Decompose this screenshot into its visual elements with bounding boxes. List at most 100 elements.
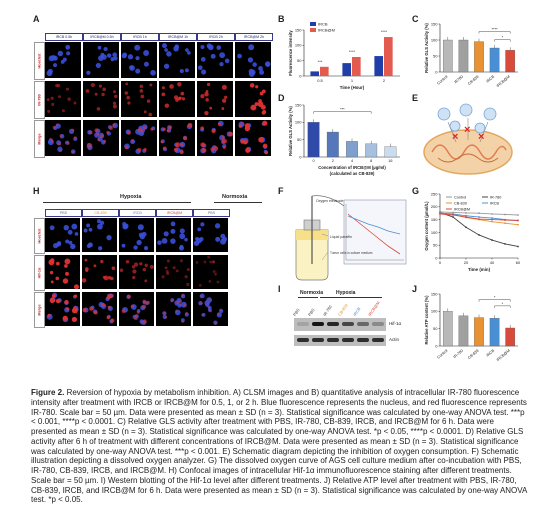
bar [374, 56, 384, 76]
x-tick-label: CB-839 [467, 349, 479, 360]
blot-band [297, 338, 309, 342]
panel-label-b: B [278, 14, 285, 24]
y-tick-label: 100 [295, 120, 302, 125]
data-point [491, 220, 493, 223]
x-tick-label: Control [436, 349, 448, 360]
monitor-screen [343, 199, 407, 265]
x-tick-label: 8 [370, 159, 372, 163]
bar [489, 47, 500, 73]
panel-h-normoxia-bracket [214, 202, 262, 203]
panel-label-f: F [278, 186, 284, 196]
column-header: IRCB@M 0.5h [83, 33, 121, 41]
data-point [517, 219, 519, 222]
microscopy-image [197, 42, 233, 78]
data-point [478, 216, 480, 218]
data-point [465, 226, 467, 229]
panel-h-hypoxia-bracket [43, 202, 191, 203]
blot-band [357, 322, 369, 326]
bar [307, 122, 320, 158]
x-tick-label: 0.5 [317, 78, 323, 83]
microscopy-image [83, 120, 119, 156]
data-point [491, 217, 493, 219]
x-tick-label: 2 [332, 159, 334, 163]
panel-h-hypoxia-title: Hypoxia [120, 194, 142, 200]
y-tick-label: 150 [431, 21, 438, 26]
panel-label-g: G [412, 186, 420, 196]
significance-bracket [478, 31, 511, 34]
data-point [504, 219, 506, 222]
panel-label-d: D [278, 93, 285, 103]
significance-bracket [494, 39, 511, 42]
row-label: Hoechst [34, 218, 45, 254]
panel-label-c: C [412, 14, 419, 24]
y-axis-label: Relative ATP content (%) [424, 295, 429, 345]
y-tick-label: 50 [297, 58, 302, 63]
band-label-hif: Hif-1α [389, 321, 402, 326]
bar [505, 50, 516, 73]
data-point [478, 212, 480, 215]
data-point [465, 214, 467, 217]
microscopy-image [82, 255, 117, 289]
significance-label: * [502, 35, 504, 40]
lane-label: CB-839 [336, 303, 349, 317]
microscopy-image [119, 218, 154, 252]
blot-band [312, 338, 324, 342]
oxygen-molecule-icon [483, 107, 497, 121]
significance-label: *** [318, 59, 323, 64]
row-label: Merge [34, 292, 45, 328]
row-label: Merge [34, 120, 45, 158]
data-point [504, 213, 506, 216]
panel-label-j: J [412, 284, 418, 294]
row-label: Hoechst [34, 42, 45, 80]
legend-label: CB-839 [454, 201, 467, 205]
x-tick-label: IRCB [486, 74, 496, 83]
microscopy-image [45, 292, 80, 326]
x-tick-label: IRCB@M [496, 349, 511, 362]
legend-label: Control [454, 195, 466, 199]
significance-bracket [478, 299, 511, 302]
inhibit-mark-icon: × [464, 124, 470, 136]
microscopy-image [82, 218, 117, 252]
x-tick-label: CB-839 [467, 75, 479, 86]
panel-label-e: E [412, 93, 419, 103]
data-point [491, 239, 493, 241]
microscopy-image [45, 120, 81, 156]
microscopy-image [193, 292, 228, 326]
x-tick-label: 0 [439, 260, 442, 265]
x-tick-label: 20 [464, 260, 469, 265]
y-tick-label: 0 [435, 255, 438, 260]
panel-i-hypoxia-title: Hypoxia [336, 290, 356, 296]
inhibit-mark-icon: × [452, 131, 458, 143]
data-point [478, 218, 480, 220]
panel-e-mitochondria-schematic: × × × [418, 100, 518, 182]
column-header: IRCB 0.5h [45, 33, 83, 41]
significance-bracket [313, 111, 372, 114]
microscopy-image [193, 255, 228, 289]
lane-label: IRCB@M [366, 300, 381, 317]
y-tick-label: 150 [295, 27, 302, 32]
y-tick-label: 250 [431, 191, 438, 196]
y-tick-label: 150 [431, 217, 438, 222]
legend-label: IRCB@M [454, 207, 470, 211]
y-tick-label: 50 [433, 326, 438, 331]
blot-band [342, 338, 354, 342]
panel-f-oxygen-analyzer-schematic: Oxygen electrode Liquid paraffin Tumor c… [295, 195, 407, 281]
legend-label: IRCB@M [318, 28, 335, 33]
bar [326, 131, 339, 158]
bar [365, 143, 378, 158]
y-tick-label: 200 [431, 204, 438, 209]
blot-band [372, 338, 384, 342]
microscopy-image [45, 255, 80, 289]
bar [352, 56, 361, 76]
column-header: PBS [193, 209, 230, 217]
data-point [504, 243, 506, 245]
data-point [465, 212, 467, 214]
data-point [517, 245, 519, 248]
microscopy-image [82, 292, 117, 326]
panel-i-hypoxia-bracket [320, 297, 382, 298]
y-tick-label: 0 [435, 343, 438, 348]
y-tick-label: 50 [433, 243, 438, 248]
significance-label: **** [381, 29, 388, 34]
panel-label-h: H [33, 186, 40, 196]
